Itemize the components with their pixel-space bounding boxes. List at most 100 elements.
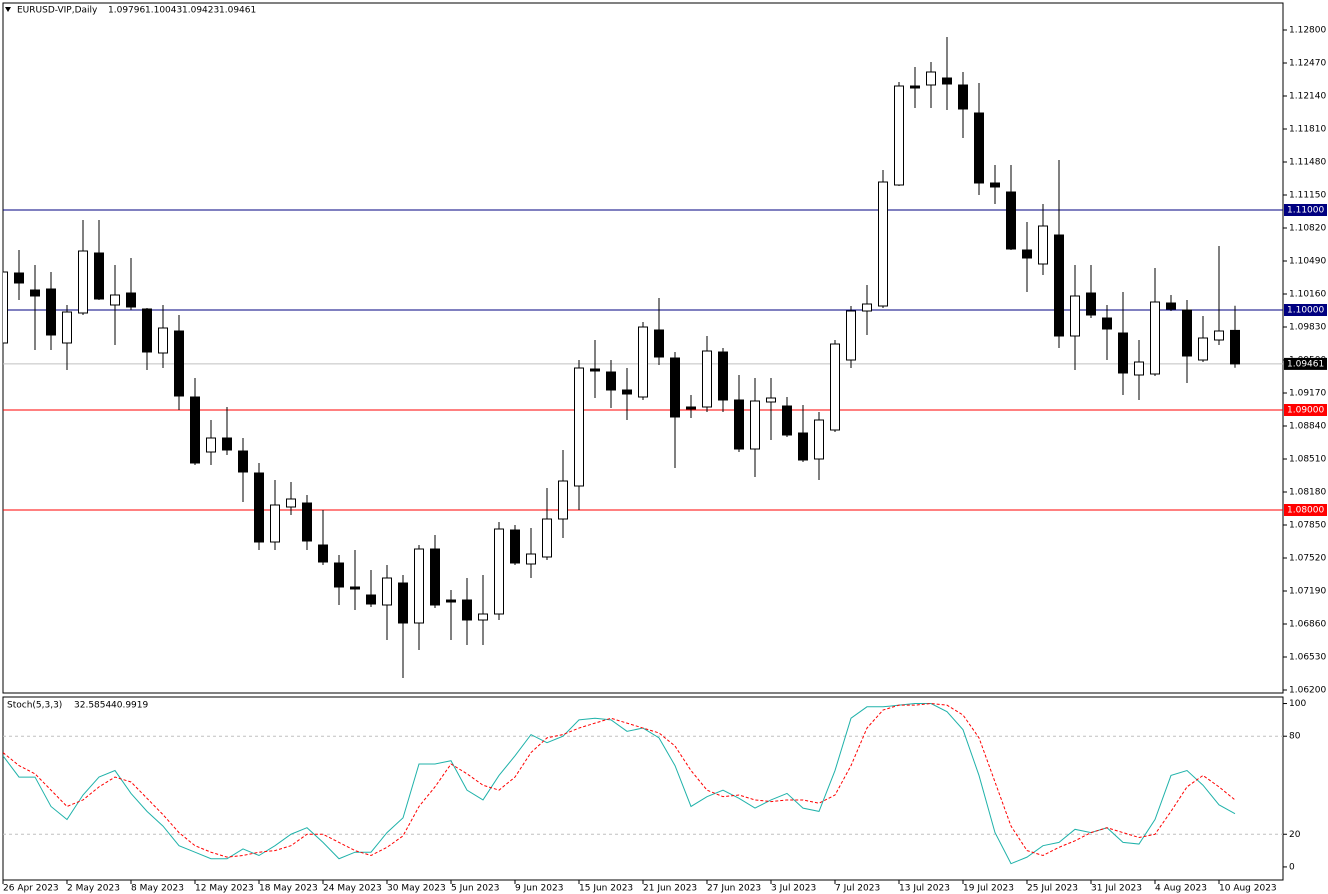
candle-body bbox=[1230, 329, 1240, 365]
x-tick-label: 13 Jul 2023 bbox=[899, 884, 950, 894]
y-tick-label: 1.07190 bbox=[1289, 587, 1326, 597]
candle-body bbox=[350, 586, 360, 590]
y-tick-label: 1.08510 bbox=[1289, 455, 1326, 465]
candle-body bbox=[926, 71, 936, 86]
candle-body bbox=[334, 562, 344, 588]
x-tick-label: 26 Apr 2023 bbox=[3, 884, 59, 894]
y-tick-label: 1.12140 bbox=[1289, 92, 1326, 102]
ohlc-close: 1.09461 bbox=[219, 6, 256, 16]
y-tick-label: 1.11480 bbox=[1289, 158, 1326, 168]
level-label: 1.08000 bbox=[1287, 506, 1324, 516]
candle-body bbox=[142, 308, 152, 353]
x-tick-label: 4 Aug 2023 bbox=[1155, 884, 1207, 894]
candle-body bbox=[1214, 330, 1224, 341]
main-plot bbox=[3, 37, 1283, 678]
price-label: 1.09461 bbox=[1287, 359, 1324, 369]
candle-body bbox=[366, 594, 376, 605]
level-label-box bbox=[1284, 304, 1327, 316]
candle-body bbox=[1182, 309, 1192, 357]
candle-body bbox=[1118, 332, 1128, 374]
y-tick-label: 1.11150 bbox=[1289, 191, 1326, 201]
candle-body bbox=[622, 389, 632, 395]
candle-body bbox=[910, 85, 920, 89]
candle-body bbox=[1006, 191, 1016, 250]
candle-body bbox=[750, 400, 760, 450]
x-tick-label: 19 Jul 2023 bbox=[963, 884, 1014, 894]
x-tick-label: 7 Jul 2023 bbox=[835, 884, 880, 894]
candle-body bbox=[670, 357, 680, 418]
chart-title: EURUSD-VIP,Daily bbox=[17, 6, 98, 16]
x-tick-label: 21 Jun 2023 bbox=[643, 884, 697, 894]
y-tick-label: 1.09170 bbox=[1289, 389, 1326, 399]
candle-body bbox=[302, 502, 312, 542]
candle-body bbox=[702, 350, 712, 408]
candle-body bbox=[654, 329, 664, 358]
x-tick-label: 12 May 2023 bbox=[195, 884, 254, 894]
candle-body bbox=[286, 498, 296, 508]
candle-body bbox=[590, 368, 600, 372]
candle-body bbox=[510, 529, 520, 564]
y-tick-label: 1.10820 bbox=[1289, 224, 1326, 234]
candle-body bbox=[942, 77, 952, 85]
level-label-box bbox=[1284, 204, 1327, 216]
candle-body bbox=[686, 406, 696, 410]
x-tick-label: 3 Jul 2023 bbox=[771, 884, 816, 894]
candle-body bbox=[462, 599, 472, 621]
y-tick-label: 1.12470 bbox=[1289, 59, 1326, 69]
candle-body bbox=[94, 252, 104, 300]
candle-body bbox=[190, 396, 200, 464]
stoch-title: Stoch(5,3,3) bbox=[7, 701, 62, 711]
candle-body bbox=[430, 548, 440, 606]
candle-body bbox=[3, 271, 8, 344]
menu-triangle bbox=[5, 7, 11, 12]
candle-body bbox=[1134, 361, 1144, 376]
y-tick-label: 1.07520 bbox=[1289, 554, 1326, 564]
candle-body bbox=[270, 504, 280, 543]
candle-body bbox=[1102, 317, 1112, 330]
candle-body bbox=[782, 405, 792, 436]
candle-body bbox=[30, 289, 40, 297]
candle-body bbox=[574, 367, 584, 487]
candle-body bbox=[878, 181, 888, 307]
candle-body bbox=[718, 351, 728, 401]
candle-body bbox=[1070, 295, 1080, 337]
candle-body bbox=[990, 182, 1000, 188]
y-tick-label: 20 bbox=[1289, 830, 1301, 840]
candle-body bbox=[62, 311, 72, 344]
candle-body bbox=[894, 85, 904, 186]
x-tick-label: 18 May 2023 bbox=[259, 884, 318, 894]
candle-body bbox=[814, 419, 824, 460]
x-tick-label: 31 Jul 2023 bbox=[1091, 884, 1142, 894]
candle-body bbox=[1054, 234, 1064, 337]
ohlc-open: 1.09796 bbox=[108, 6, 145, 16]
x-tick-label: 15 Jun 2023 bbox=[579, 884, 633, 894]
x-tick-label: 8 May 2023 bbox=[131, 884, 184, 894]
level-label: 1.11000 bbox=[1287, 206, 1324, 216]
x-tick-label: 5 Jun 2023 bbox=[451, 884, 499, 894]
y-tick-label: 1.10160 bbox=[1289, 290, 1326, 300]
candle-body bbox=[206, 437, 216, 453]
y-tick-label: 1.06530 bbox=[1289, 653, 1326, 663]
axes: 1.12800 1.12470 1.12140 1.11810 1.11480 1.111… bbox=[2, 26, 1327, 894]
level-label-box bbox=[1284, 404, 1327, 416]
candle-body bbox=[14, 272, 24, 284]
candle-body bbox=[446, 599, 456, 603]
candle-body bbox=[526, 553, 536, 565]
candle-body bbox=[1198, 337, 1208, 361]
candle-body bbox=[222, 437, 232, 451]
y-tick-label: 1.09830 bbox=[1289, 323, 1326, 333]
candle-body bbox=[174, 330, 184, 397]
y-tick-label: 100 bbox=[1289, 699, 1306, 709]
y-tick-label: 1.07850 bbox=[1289, 521, 1326, 531]
candle-body bbox=[414, 548, 424, 624]
y-tick-label: 1.12800 bbox=[1289, 26, 1326, 36]
candle-body bbox=[1166, 302, 1176, 310]
price-label-box bbox=[1284, 357, 1327, 370]
candle-body bbox=[734, 399, 744, 450]
candle-body bbox=[766, 397, 776, 403]
y-tick-label: 1.10490 bbox=[1289, 257, 1326, 267]
level-label: 1.10000 bbox=[1287, 306, 1324, 316]
stoch-plot bbox=[3, 703, 1283, 865]
x-tick-label: 27 Jun 2023 bbox=[707, 884, 761, 894]
stoch-line bbox=[3, 703, 1236, 865]
